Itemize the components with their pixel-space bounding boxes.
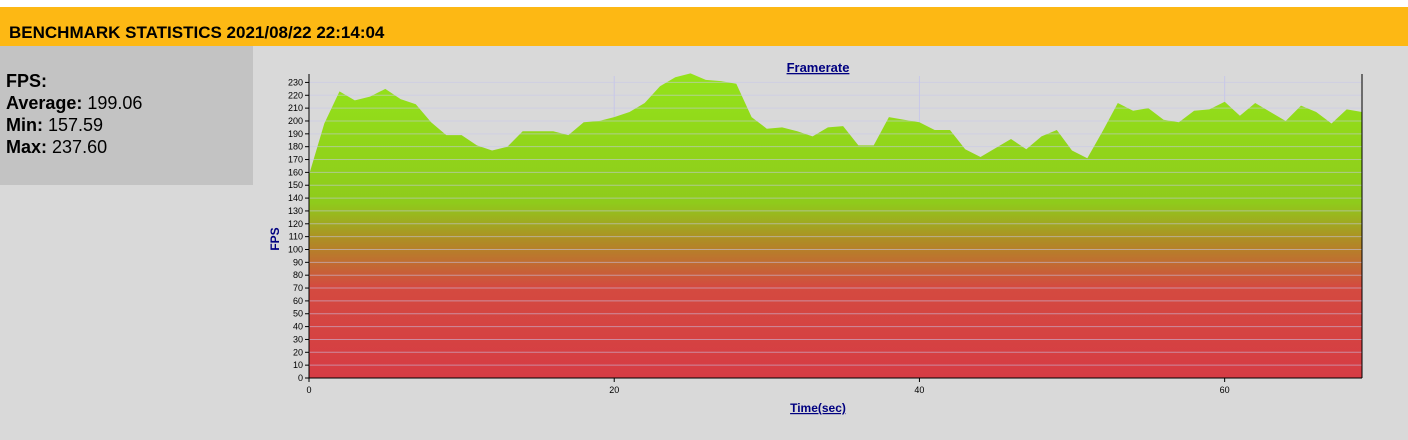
x-tick-label: 60 — [1220, 385, 1230, 395]
top-strip — [0, 0, 1408, 7]
y-tick-label: 160 — [288, 167, 303, 177]
x-tick-label: 40 — [914, 385, 924, 395]
y-tick-label: 200 — [288, 116, 303, 126]
page-title: BENCHMARK STATISTICS 2021/08/22 22:14:04 — [9, 23, 385, 42]
x-tick-label: 20 — [609, 385, 619, 395]
y-tick-label: 80 — [293, 270, 303, 280]
stat-max-label: Max: — [6, 137, 48, 157]
horizontal-grid — [309, 81, 1362, 366]
y-tick-label: 170 — [288, 155, 303, 165]
x-axis-label: Time(sec) — [790, 401, 846, 415]
y-tick-label: 50 — [293, 309, 303, 319]
stats-heading: FPS: — [6, 71, 48, 91]
y-tick-label: 120 — [288, 219, 303, 229]
y-tick-label: 100 — [288, 244, 303, 254]
y-tick-label: 150 — [288, 180, 303, 190]
y-tick-label: 10 — [293, 360, 303, 370]
stat-min: Min: 157.59 — [6, 115, 103, 136]
stats-panel: FPS: Average: 199.06 Min: 157.59 Max: 23… — [0, 46, 253, 185]
y-tick-label: 60 — [293, 296, 303, 306]
y-tick-label: 0 — [298, 373, 303, 383]
stat-max: Max: 237.60 — [6, 137, 107, 158]
y-axis-ticks: 0 10 20 30 40 50 60 70 80 90 100 110 120 130 140 150 160… — [288, 77, 309, 383]
y-tick-label: 40 — [293, 322, 303, 332]
y-tick-label: 90 — [293, 257, 303, 267]
stat-min-value: 157.59 — [48, 115, 104, 135]
stat-min-label: Min: — [6, 115, 43, 135]
y-tick-label: 220 — [288, 90, 303, 100]
y-tick-label: 130 — [288, 206, 303, 216]
stat-average-value: 199.06 — [87, 93, 143, 113]
stat-average-label: Average: — [6, 93, 83, 113]
y-tick-label: 30 — [293, 334, 303, 344]
header-bar: BENCHMARK STATISTICS 2021/08/22 22:14:04 — [0, 7, 1408, 46]
y-tick-label: 20 — [293, 347, 303, 357]
chart-svg: Framerate 0 10 20 30 40 50 60 70 80 90 100 110 120 13… — [268, 60, 1363, 415]
y-tick-label: 110 — [289, 232, 303, 242]
chart-title: Framerate — [787, 60, 850, 75]
y-tick-label: 70 — [293, 283, 303, 293]
y-tick-label: 180 — [288, 142, 303, 152]
y-axis-label: FPS — [268, 227, 282, 250]
fps-area — [309, 73, 1362, 379]
stat-max-value: 237.60 — [52, 137, 108, 157]
x-axis-ticks: 0 20 40 60 — [306, 378, 1230, 395]
framerate-chart: Framerate 0 10 20 30 40 50 60 70 80 90 100 110 120 13… — [253, 46, 1408, 435]
stat-average: Average: 199.06 — [6, 93, 142, 114]
y-tick-label: 140 — [288, 193, 303, 203]
y-tick-label: 190 — [288, 129, 303, 139]
y-tick-label: 210 — [288, 103, 303, 113]
axes — [308, 74, 1363, 379]
y-tick-label: 230 — [288, 77, 303, 87]
x-tick-label: 0 — [306, 385, 311, 395]
